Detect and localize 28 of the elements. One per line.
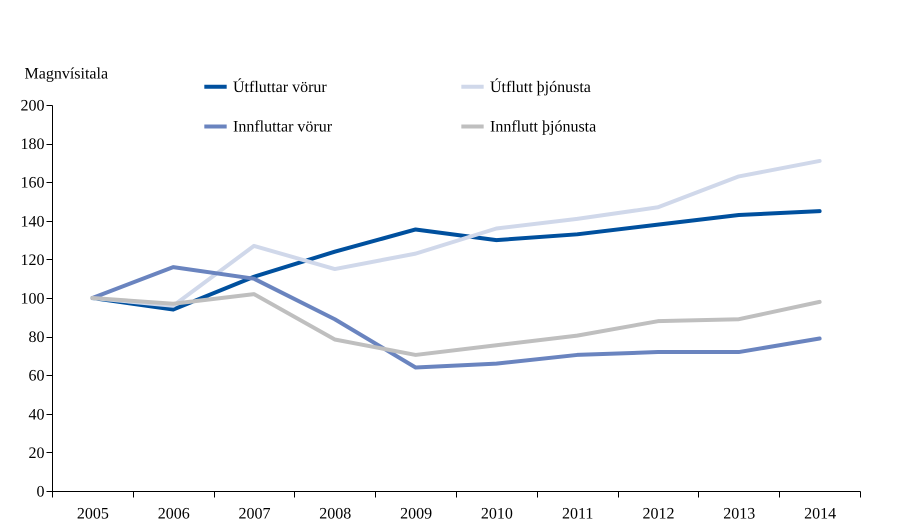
y-tick-label: 120 <box>20 252 44 269</box>
legend-label: Útflutt þjónusta <box>490 78 591 96</box>
y-tick-label: 20 <box>28 444 44 462</box>
legend-label: Innflutt þjónusta <box>490 118 596 136</box>
x-tick-label: 2005 <box>76 506 109 522</box>
y-tick-label: 80 <box>28 329 44 346</box>
x-tick-label: 2010 <box>480 506 513 522</box>
y-tick-label: 180 <box>20 136 44 154</box>
x-tick-label: 2014 <box>804 506 836 522</box>
legend-label: Útfluttar vörur <box>233 78 328 96</box>
x-tick-label: 2006 <box>158 506 190 522</box>
y-tick-label: 200 <box>20 98 44 114</box>
y-tick-label: 60 <box>28 368 44 385</box>
x-tick-label: 2012 <box>642 506 674 522</box>
y-tick-label: 160 <box>20 174 44 192</box>
y-tick-label: 100 <box>20 290 44 308</box>
legend-label: Innfluttar vörur <box>233 118 333 136</box>
line-series <box>90 265 822 370</box>
line-series <box>90 292 822 357</box>
x-tick-label: 2013 <box>723 506 756 522</box>
x-tick-label: 2008 <box>319 506 352 522</box>
y-tick-label: 140 <box>20 213 44 230</box>
y-tick-label: 0 <box>36 484 44 500</box>
x-tick-label: 2007 <box>238 506 270 522</box>
y-axis-title: Magnvísitala <box>24 66 108 82</box>
x-tick-label: 2011 <box>562 506 594 522</box>
y-tick-label: 40 <box>28 406 44 424</box>
x-tick-label: 2009 <box>400 506 432 522</box>
